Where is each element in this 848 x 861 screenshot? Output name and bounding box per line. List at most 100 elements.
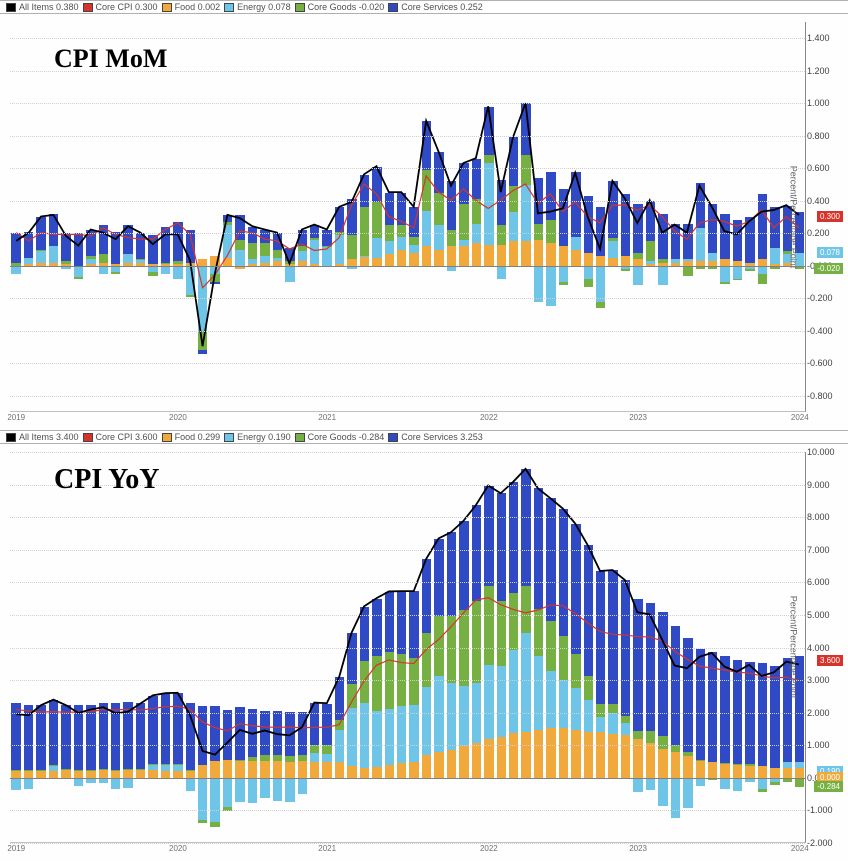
x-tick: 2021 — [318, 411, 336, 422]
y-tick: 5.000 — [805, 610, 830, 620]
gridline — [10, 363, 805, 364]
legend-item-food: Food 0.299 — [162, 432, 221, 442]
legend-item-core_goods: Core Goods -0.284 — [295, 432, 385, 442]
legend-label: Food 0.299 — [175, 432, 221, 442]
legend-item-all_items: All Items 0.380 — [6, 2, 79, 12]
x-tick: 2020 — [169, 411, 187, 422]
y-tick: 7.000 — [805, 545, 830, 555]
y-tick: 1.200 — [805, 66, 830, 76]
gridline — [10, 517, 805, 518]
gridline — [10, 648, 805, 649]
legend-swatch — [224, 433, 234, 442]
gridline — [10, 680, 805, 681]
legend-item-all_items: All Items 3.400 — [6, 432, 79, 442]
y-tick: 1.400 — [805, 33, 830, 43]
legend-swatch — [83, 433, 93, 442]
y-tick: 1.000 — [805, 740, 830, 750]
end-value-badge: 0.078 — [817, 247, 843, 258]
legend-top: All Items 0.380 Core CPI 0.300 Food 0.002 E… — [0, 0, 848, 14]
legend-swatch — [295, 433, 305, 442]
legend-label: Energy 0.078 — [237, 2, 291, 12]
line-series — [16, 176, 799, 288]
x-tick: 2023 — [629, 411, 647, 422]
legend-item-core_services: Core Services 0.252 — [388, 2, 483, 12]
chart-title-yoy: CPI YoY — [54, 464, 160, 496]
y-tick: -0.200 — [805, 293, 833, 303]
legend-item-energy: Energy 0.190 — [224, 432, 291, 442]
legend-swatch — [6, 433, 16, 442]
gridline — [10, 452, 805, 453]
legend-label: Core Goods -0.284 — [308, 432, 385, 442]
end-value-badge: 3.600 — [817, 655, 843, 666]
x-tick: 2019 — [7, 411, 25, 422]
legend-item-core_services: Core Services 3.253 — [388, 432, 483, 442]
gridline — [10, 615, 805, 616]
x-tick: 2022 — [480, 842, 498, 853]
gridline — [10, 843, 805, 844]
cpi-mom-chart: All Items 0.380 Core CPI 0.300 Food 0.002 E… — [0, 0, 848, 430]
legend-item-core_cpi: Core CPI 0.300 — [83, 2, 158, 12]
y-tick: 1.000 — [805, 98, 830, 108]
end-value-badge: -0.020 — [814, 263, 843, 274]
gridline — [10, 810, 805, 811]
y-tick: 2.000 — [805, 708, 830, 718]
plot-area-mom: Percent/Percentage Point -0.800-0.600-0.… — [10, 22, 806, 412]
x-tick: 2021 — [318, 842, 336, 853]
y-tick: 8.000 — [805, 512, 830, 522]
chart-title-mom: CPI MoM — [54, 44, 167, 74]
y-tick: -2.000 — [805, 838, 833, 848]
gridline — [10, 582, 805, 583]
overlay-lines — [10, 22, 805, 411]
gridline — [10, 396, 805, 397]
legend-label: Energy 0.190 — [237, 432, 291, 442]
gridline — [10, 331, 805, 332]
legend-swatch — [162, 3, 172, 12]
x-tick: 2024 — [791, 411, 809, 422]
legend-swatch — [388, 3, 398, 12]
gridline — [10, 136, 805, 137]
legend-label: Core CPI 0.300 — [96, 2, 158, 12]
y-tick: 4.000 — [805, 643, 830, 653]
legend-swatch — [83, 3, 93, 12]
gridline — [10, 713, 805, 714]
end-value-badge: -0.284 — [814, 781, 843, 792]
y-tick: 0.600 — [805, 163, 830, 173]
legend-label: Core Services 0.252 — [401, 2, 483, 12]
gridline — [10, 233, 805, 234]
legend-swatch — [295, 3, 305, 12]
zero-line — [10, 266, 805, 267]
legend-item-food: Food 0.002 — [162, 2, 221, 12]
x-tick: 2022 — [480, 411, 498, 422]
legend-item-core_cpi: Core CPI 3.600 — [83, 432, 158, 442]
x-tick: 2019 — [7, 842, 25, 853]
y-tick: 10.000 — [805, 447, 835, 457]
legend-item-core_goods: Core Goods -0.020 — [295, 2, 385, 12]
legend-label: Food 0.002 — [175, 2, 221, 12]
plot-area-yoy: Percent/Percentage Point -2.000-1.0000.0… — [10, 452, 806, 843]
legend-swatch — [6, 3, 16, 12]
legend-swatch — [224, 3, 234, 12]
gridline — [10, 550, 805, 551]
y-tick: 3.000 — [805, 675, 830, 685]
gridline — [10, 103, 805, 104]
legend-label: All Items 3.400 — [19, 432, 79, 442]
x-tick: 2023 — [629, 842, 647, 853]
y-tick: -0.600 — [805, 358, 833, 368]
legend-swatch — [162, 433, 172, 442]
cpi-yoy-chart: All Items 3.400 Core CPI 3.600 Food 0.299 E… — [0, 430, 848, 861]
zero-line — [10, 778, 805, 779]
y-tick: -0.400 — [805, 326, 833, 336]
gridline — [10, 38, 805, 39]
gridline — [10, 168, 805, 169]
x-tick: 2020 — [169, 842, 187, 853]
y-axis-label-mom: Percent/Percentage Point — [789, 165, 799, 268]
legend-swatch — [388, 433, 398, 442]
y-tick: 0.800 — [805, 131, 830, 141]
line-series — [16, 598, 799, 731]
legend-item-energy: Energy 0.078 — [224, 2, 291, 12]
legend-label: Core Services 3.253 — [401, 432, 483, 442]
x-tick: 2024 — [791, 842, 809, 853]
y-tick: -0.800 — [805, 391, 833, 401]
legend-label: Core Goods -0.020 — [308, 2, 385, 12]
gridline — [10, 298, 805, 299]
